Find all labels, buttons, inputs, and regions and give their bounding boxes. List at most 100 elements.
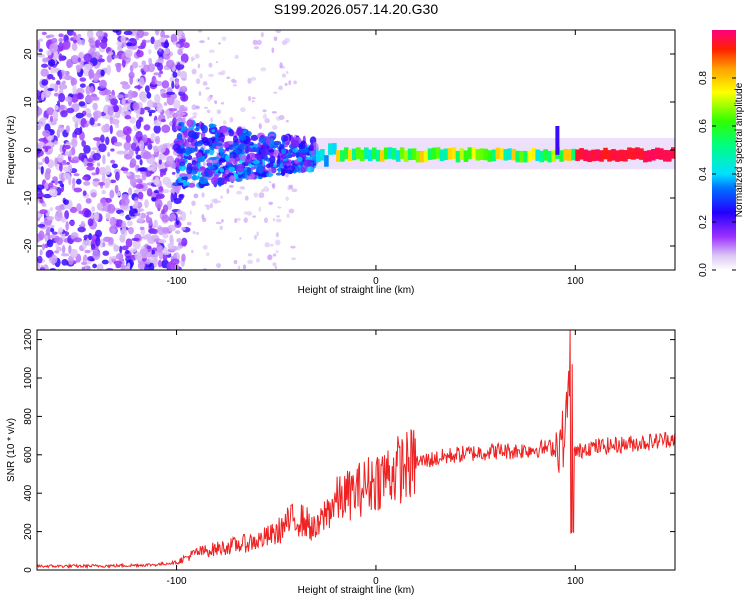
spectrogram-band-blob <box>218 147 224 154</box>
spectrogram-noise-blob <box>116 130 125 138</box>
spectrogram-band-cell <box>395 150 401 162</box>
spectrogram-noise-blob <box>39 209 48 215</box>
spectrogram-band-blob <box>225 146 229 152</box>
spectrogram-noise-blob <box>101 259 109 265</box>
spectrogram-band-blob <box>195 123 200 127</box>
spectrogram-noise-blob <box>102 154 106 165</box>
spectrogram-noise-blob <box>154 93 161 104</box>
spectrogram-band-blob <box>268 149 275 153</box>
spectrogram-noise-blob <box>88 68 95 79</box>
spectrogram-noise-blob <box>191 249 194 254</box>
spectrogram-band-cell <box>551 150 556 162</box>
spectrogram-noise-blob <box>148 57 153 65</box>
spectrogram-noise-blob <box>54 156 58 167</box>
spectrogram-noise-blob <box>214 100 218 104</box>
spectrogram-band-blob <box>177 182 184 186</box>
spectrogram-noise-blob <box>57 153 64 163</box>
spectrogram-band-blob <box>229 151 237 160</box>
spectrogram-noise-blob <box>170 192 174 203</box>
spectrogram-noise-blob <box>59 104 65 111</box>
spectrogram-band-cell <box>336 150 341 162</box>
spectrogram-band-cell <box>483 148 489 161</box>
spectrogram-noise-blob <box>293 80 297 85</box>
spectrogram-noise-blob <box>247 253 253 257</box>
spectrogram-y-tick-label: 10 <box>23 96 34 108</box>
spectrogram-noise-blob <box>290 245 296 249</box>
spectrogram-noise-blob <box>107 237 114 245</box>
spectrogram-noise-blob <box>278 114 285 120</box>
spectrogram-noise-blob <box>85 197 92 204</box>
spectrogram-noise-blob <box>166 261 175 270</box>
spectrogram-band-blob <box>177 148 187 154</box>
spectrogram-band-cell <box>344 147 349 159</box>
spectrogram-noise-blob <box>132 102 140 111</box>
spectrogram-band-cell <box>383 147 389 160</box>
spectrogram-noise-blob <box>251 100 255 103</box>
spectrogram-noise-blob <box>64 96 73 102</box>
spectrogram-noise-blob <box>100 134 105 143</box>
spectrogram-noise-blob <box>92 178 100 182</box>
spectrogram-noise-blob <box>68 220 75 226</box>
spectrogram-noise-blob <box>77 226 86 233</box>
spectrogram-noise-blob <box>105 94 110 103</box>
spectrogram-noise-blob <box>279 62 283 69</box>
spectrogram-noise-blob <box>130 40 137 44</box>
spectrogram-noise-blob <box>104 89 112 96</box>
spectrogram-noise-blob <box>63 166 69 173</box>
spectrogram-noise-blob <box>66 107 75 114</box>
spectrogram-band-blob <box>284 141 290 145</box>
spectrogram-noise-blob <box>286 213 290 218</box>
spectrogram-noise-blob <box>120 167 129 171</box>
spectrogram-noise-blob <box>181 227 186 231</box>
spectrogram-noise-blob <box>113 260 123 266</box>
spectrogram-band-cell <box>487 150 493 162</box>
spectrogram-band-cell <box>407 148 413 161</box>
spectrogram-noise-blob <box>44 156 50 165</box>
spectrogram-band-blob <box>188 182 196 188</box>
spectrogram-noise-blob <box>41 31 47 36</box>
spectrogram-noise-blob <box>239 237 242 240</box>
spectrogram-band-cell <box>332 143 337 155</box>
spectrogram-noise-blob <box>61 244 66 255</box>
spectrogram-noise-blob <box>191 200 196 207</box>
spectrogram-noise-blob <box>154 30 160 36</box>
spectrogram-noise-blob <box>59 144 64 153</box>
spectrogram-band-cell <box>363 147 369 159</box>
spectrogram-band-blob <box>228 157 236 163</box>
spectrogram-noise-blob <box>37 124 41 131</box>
spectrogram-noise-blob <box>252 39 258 46</box>
spectrogram-noise-blob <box>134 200 139 207</box>
spectrogram-noise-blob <box>210 117 213 123</box>
spectrogram-x-ticks: -100 0 100 <box>167 30 584 287</box>
spectrogram-noise-blob <box>144 233 152 237</box>
spectrogram-band-cell <box>419 150 425 163</box>
spectrogram-noise-blob <box>272 253 277 257</box>
spectrogram-band-blob <box>172 143 181 151</box>
spectrogram-band-cell <box>340 150 345 162</box>
spectrogram-band-blob <box>306 166 315 173</box>
spectrogram-noise-blob <box>158 250 164 260</box>
spectrogram-noise-blob <box>66 161 70 165</box>
spectrogram-noise-blob <box>92 249 101 260</box>
spectrogram-band-blob <box>175 125 182 129</box>
spectrogram-noise-blob <box>121 58 126 68</box>
spectrogram-noise-blob <box>139 248 149 256</box>
spectrogram-noise-blob <box>223 120 227 125</box>
spectrogram-noise-blob <box>269 243 274 247</box>
spectrogram-band-blob <box>208 123 217 128</box>
spectrogram-band-blob <box>182 179 187 187</box>
spectrogram-band-cell <box>348 149 353 162</box>
spectrogram-noise-blob <box>148 217 153 227</box>
spectrogram-noise-blob <box>114 184 119 194</box>
spectrogram-noise-blob <box>181 237 188 247</box>
spectrogram-band-blob <box>207 168 215 176</box>
spectrogram-noise-blob <box>159 70 164 75</box>
spectrogram-noise-blob <box>126 220 133 227</box>
spectrogram-noise-blob <box>40 117 48 121</box>
spectrogram-noise-blob <box>105 267 114 270</box>
spectrogram-noise-blob <box>129 176 137 187</box>
spectrogram-band-cell <box>387 147 393 159</box>
spectrogram-noise-blob <box>42 58 50 63</box>
spectrogram-noise-blob <box>272 218 276 222</box>
spectrogram-noise-blob <box>205 87 210 90</box>
